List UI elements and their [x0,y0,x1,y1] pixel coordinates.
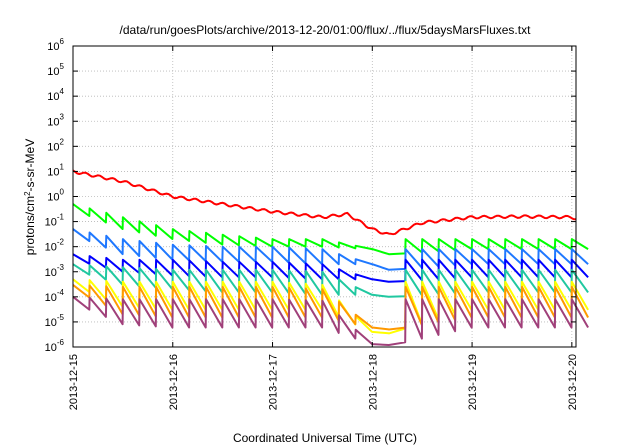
x-tick-label: 2013-12-19 [467,354,479,410]
series-line-6 [72,278,589,335]
x-tick-label: 2013-12-17 [268,354,280,410]
series-group [72,169,589,346]
x-axis-label: Coordinated Universal Time (UTC) [233,431,417,445]
series-line-3 [72,228,589,271]
y-tick-label: 10-3 [45,263,65,279]
y-tick-base: 10 [47,192,59,204]
x-tick-label: 2013-12-15 [68,354,80,410]
x-tick-label: 2013-12-20 [567,354,579,410]
y-tick-label: 105 [47,62,64,78]
chart-title: /data/run/goesPlots/archive/2013-12-20/0… [120,23,532,37]
y-tick-exponent: -1 [57,213,65,222]
y-tick-exponent: -4 [57,288,65,297]
y-tick-label: 104 [47,87,64,103]
y-tick-base: 10 [47,91,59,103]
y-tick-label: 106 [47,37,64,53]
y-axis-label-rest: -s-sr-MeV [23,139,37,192]
y-tick-base: 10 [45,217,57,229]
y-tick-exponent: -3 [57,263,65,272]
y-tick-label: 100 [47,188,64,204]
y-tick-base: 10 [47,166,59,178]
y-tick-exponent: -6 [57,338,65,347]
y-tick-base: 10 [45,267,57,279]
y-tick-label: 10-4 [45,288,65,304]
series-line-2 [72,203,589,256]
y-tick-base: 10 [45,292,57,304]
y-tick-label: 10-1 [45,213,65,229]
y-tick-label: 10-5 [45,313,65,329]
x-tick-label: 2013-12-16 [168,354,180,410]
y-tick-exponent: -5 [57,313,65,322]
y-tick-exponent: 6 [60,37,65,46]
y-axis-label-base: protons/cm [23,196,37,255]
y-tick-base: 10 [47,141,59,153]
y-tick-base: 10 [47,66,59,78]
y-tick-exponent: 4 [60,87,65,96]
y-tick-label: 10-6 [45,338,65,354]
x-axis: 2013-12-15 2013-12-16 2013-12-17 2013-12-18… [68,46,579,410]
y-axis-label-sup: 2 [23,191,32,196]
y-tick-base: 10 [47,41,59,53]
y-tick-exponent: 1 [60,162,65,171]
series-line-4 [72,253,589,283]
series-line-8 [72,296,589,346]
y-tick-label: 10-2 [45,238,65,254]
y-tick-base: 10 [45,242,57,254]
y-axis-label: protons/cm2-s-sr-MeV [23,139,38,255]
y-tick-base: 10 [45,342,57,354]
y-tick-exponent: -2 [57,238,65,247]
y-tick-base: 10 [47,116,59,128]
series-line-7 [72,284,589,331]
x-tick-label: 2013-12-18 [367,354,379,410]
y-tick-base: 10 [45,317,57,329]
y-tick-exponent: 3 [60,112,65,121]
series-line-1 [72,169,577,236]
y-tick-exponent: 2 [60,137,65,146]
series-line-5 [72,263,589,298]
y-tick-label: 103 [47,112,64,128]
y-tick-exponent: 5 [60,62,65,71]
y-tick-exponent: 0 [60,188,65,197]
y-tick-label: 102 [47,137,64,153]
y-axis: 10-610-510-410-310-210-11001011021031041… [45,37,576,354]
y-tick-label: 101 [47,162,64,178]
